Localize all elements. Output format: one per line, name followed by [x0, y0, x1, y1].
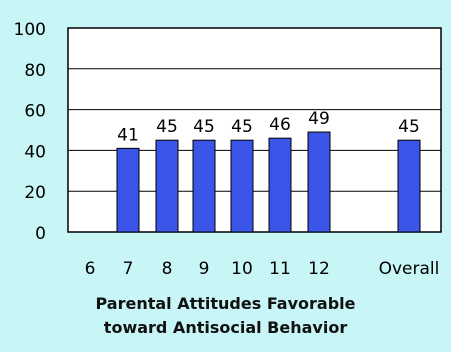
x-tick-label-10: 10	[231, 259, 253, 279]
data-label-9: 45	[193, 117, 215, 137]
x-tick-label-9: 9	[199, 259, 210, 279]
bar-12	[307, 131, 331, 233]
y-tick-label-20: 20	[24, 183, 46, 203]
data-label-7: 41	[117, 125, 139, 145]
data-label-11: 46	[269, 115, 291, 135]
data-label-8: 45	[156, 117, 178, 137]
x-tick-label-Overall: Overall	[379, 259, 440, 279]
bar-10	[230, 139, 254, 233]
x-tick-label-6: 6	[85, 259, 96, 279]
bar-9	[192, 139, 216, 233]
y-tick-label-40: 40	[24, 142, 46, 162]
y-tick-label-100: 100	[14, 20, 46, 40]
data-label-Overall: 45	[398, 117, 420, 137]
x-tick-label-12: 12	[308, 259, 330, 279]
x-tick-label-11: 11	[269, 259, 291, 279]
data-label-12: 49	[308, 109, 330, 129]
bar-8	[155, 139, 179, 233]
data-label-10: 45	[231, 117, 253, 137]
y-tick-label-0: 0	[35, 224, 46, 244]
bar-7	[116, 147, 140, 233]
plot-border	[67, 27, 442, 233]
chart-title: Parental Attitudes Favorable toward Anti…	[0, 292, 451, 340]
y-tick-label-60: 60	[24, 102, 46, 122]
bar-chart: 0 20 40 60 80 100 6 41 7 45 8 45 9 45 10 46 11 49 12 45 Over…	[14, 20, 442, 279]
bar-Overall	[397, 139, 421, 233]
chart-title-line-2: toward Antisocial Behavior	[103, 318, 348, 337]
bar-11	[268, 137, 292, 233]
y-tick-label-80: 80	[24, 61, 46, 81]
x-tick-label-8: 8	[162, 259, 173, 279]
chart-title-line-1: Parental Attitudes Favorable	[95, 294, 356, 313]
x-tick-label-7: 7	[123, 259, 134, 279]
